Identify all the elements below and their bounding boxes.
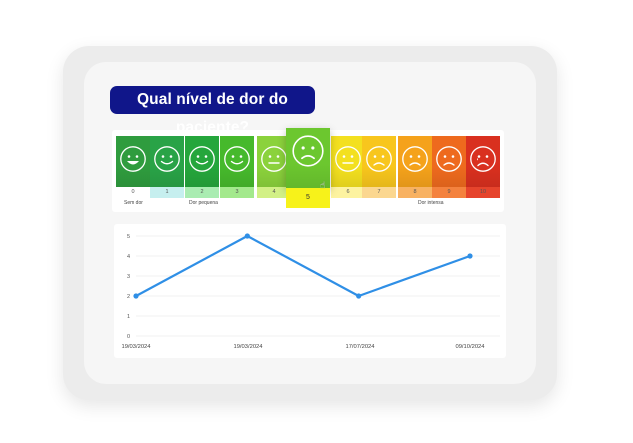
pain-level-1[interactable]: [150, 136, 184, 187]
pain-level-5[interactable]: [286, 128, 330, 188]
sad-face-icon: [292, 135, 324, 167]
pain-level-number[interactable]: 9: [432, 187, 466, 198]
sad-face-icon: [436, 146, 462, 172]
smile-face-icon: [154, 146, 180, 172]
pain-level-number[interactable]: 6: [331, 187, 365, 198]
pain-level-0[interactable]: [116, 136, 150, 187]
pain-level-3[interactable]: [220, 136, 254, 187]
pain-level-6[interactable]: [331, 136, 365, 187]
cry-face-icon: [470, 146, 496, 172]
pain-level-number[interactable]: 3: [220, 187, 254, 198]
pain-category-label: Dor pequena: [189, 200, 218, 206]
pain-level-number[interactable]: 1: [150, 187, 184, 198]
pain-level-number[interactable]: 10: [466, 187, 500, 198]
pain-level-9[interactable]: [432, 136, 466, 187]
neutral-face-icon: [261, 146, 287, 172]
pain-level-number[interactable]: 4: [257, 187, 291, 198]
question-title: Qual nível de dor do paciente?: [110, 86, 315, 136]
smile-face-icon: [189, 146, 215, 172]
pain-level-number[interactable]: 7: [362, 187, 396, 198]
sad-face-icon: [366, 146, 392, 172]
pain-level-number[interactable]: 0: [116, 187, 150, 198]
smile-face-icon: [224, 146, 250, 172]
neutral-face-icon: [335, 146, 361, 172]
pain-level-10[interactable]: [466, 136, 500, 187]
pain-level-number[interactable]: 2: [185, 187, 219, 198]
sad-face-icon: [402, 146, 428, 172]
pain-level-8[interactable]: [398, 136, 432, 187]
pain-level-4[interactable]: [257, 136, 291, 187]
hand-cursor-icon: ☝: [320, 180, 326, 190]
chart-card: [114, 224, 506, 358]
laugh-face-icon: [120, 146, 146, 172]
pain-level-2[interactable]: [185, 136, 219, 187]
pain-level-number[interactable]: 8: [398, 187, 432, 198]
pain-level-number[interactable]: 5: [286, 188, 330, 208]
pain-category-label: Dor intensa: [418, 200, 444, 206]
pain-category-label: Sem dor: [124, 200, 143, 206]
pain-level-7[interactable]: [362, 136, 396, 187]
